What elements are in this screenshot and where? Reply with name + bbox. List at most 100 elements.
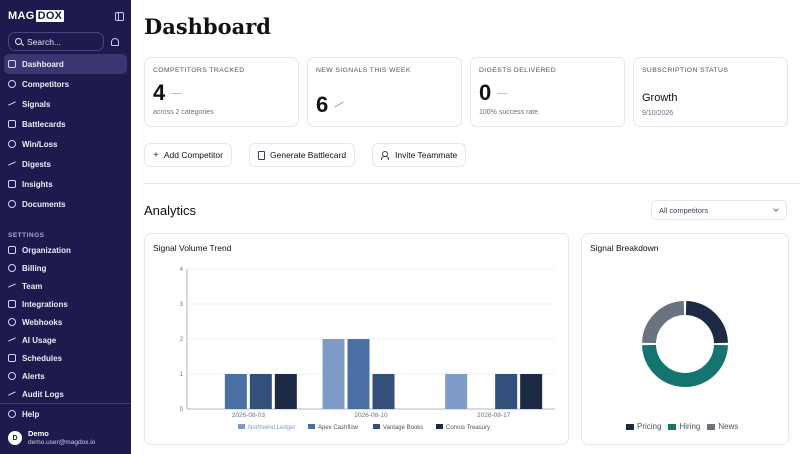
legend-swatch (707, 423, 716, 430)
user-email: demo.user@magdox.io (28, 439, 96, 446)
slice-news (642, 301, 685, 344)
sidebar-item-organization[interactable]: Organization (4, 241, 127, 259)
slice-hiring (642, 344, 728, 387)
legend-swatch (308, 424, 315, 429)
sidebar-item-schedules[interactable]: Schedules (4, 349, 127, 367)
subscription-plan: Growth (642, 92, 678, 104)
button-label: Generate Battlecard (270, 150, 347, 160)
users-icon (8, 282, 16, 290)
x-tick-label: 2026-08-17 (477, 412, 511, 419)
stat-number: 6 (316, 92, 329, 117)
subscription-date: 9/10/2026 (642, 110, 674, 117)
legend-swatch (373, 424, 380, 429)
sidebar-item-label: Documents (22, 199, 66, 209)
swords-icon (8, 120, 16, 128)
legend-item-pricing: Pricing (626, 422, 661, 431)
help-nav: Help (4, 404, 127, 424)
grid-icon (8, 60, 16, 68)
sidebar-item-digests[interactable]: Digests (4, 154, 127, 174)
y-tick-label: 1 (180, 372, 184, 378)
sidebar-item-audit-logs[interactable]: Audit Logs (4, 385, 127, 403)
add-competitor-button[interactable]: + Add Competitor (144, 143, 232, 167)
y-tick-label: 0 (180, 407, 184, 413)
stat-number: 4 (153, 80, 166, 105)
legend-swatch (436, 424, 443, 429)
clock-icon (8, 354, 16, 362)
sidebar-item-billing[interactable]: Billing (4, 259, 127, 277)
legend-label: Hiring (679, 422, 701, 431)
stat-card-subscription: SUBSCRIPTION STATUS Growth 9/10/2026 (633, 57, 788, 127)
stat-subtext: 100% success rate (479, 109, 539, 116)
stat-label: DIGESTS DELIVERED (479, 67, 557, 74)
sidebar-item-insights[interactable]: Insights (4, 174, 127, 194)
bar-northwind-ledger-2026-08-17 (445, 374, 468, 409)
slice-pricing (685, 301, 728, 344)
sidebar-item-dashboard[interactable]: Dashboard (4, 54, 127, 74)
stat-card-signals: NEW SIGNALS THIS WEEK 6 (307, 57, 462, 127)
notifications-bell-icon[interactable] (111, 37, 119, 46)
sidebar-item-label: AI Usage (22, 335, 57, 345)
plus-icon: + (153, 149, 159, 161)
bar-apex-cashflow-2026-08-10 (347, 339, 370, 409)
logo-text-a: MAG (8, 10, 35, 22)
legend-swatch (626, 423, 634, 430)
legend-label: News (718, 422, 739, 431)
generate-battlecard-button[interactable]: Generate Battlecard (249, 143, 356, 167)
user-name: Demo (28, 429, 49, 438)
document-icon (258, 150, 265, 160)
sidebar-item-integrations[interactable]: Integrations (4, 295, 127, 313)
sidebar-item-label: Signals (22, 99, 51, 109)
sidebar-item-competitors[interactable]: Competitors (4, 74, 127, 94)
main-nav: Dashboard Competitors Signals Battlecards Wi… (4, 54, 127, 214)
user-profile[interactable]: D Demo demo.user@magdox.io (8, 429, 95, 447)
sidebar-item-ai-usage[interactable]: AI Usage (4, 331, 127, 349)
sidebar-item-battlecards[interactable]: Battlecards (4, 114, 127, 134)
trend-icon (8, 180, 16, 188)
trend-up-icon (334, 102, 344, 108)
legend-item-hiring: Hiring (668, 422, 700, 431)
radio-icon (8, 100, 16, 108)
signal-breakdown-card: Signal Breakdown Pricing Hiring News (581, 233, 789, 445)
competitor-filter-select[interactable]: All competitors (651, 200, 787, 220)
select-value: All competitors (659, 205, 709, 215)
search-row: Search... (8, 32, 124, 51)
search-input[interactable]: Search... (8, 32, 104, 51)
sidebar-item-label: Webhooks (22, 317, 63, 327)
sidebar-item-signals[interactable]: Signals (4, 94, 127, 114)
sidebar-item-label: Insights (22, 179, 53, 189)
legend-label: Apex Cashflow (318, 425, 359, 431)
y-tick-label: 3 (180, 302, 184, 308)
logo[interactable]: MAG DOX (8, 10, 65, 22)
building-icon (8, 246, 16, 254)
sidebar-item-webhooks[interactable]: Webhooks (4, 313, 127, 331)
dash-icon: — (497, 87, 508, 99)
button-label: Add Competitor (163, 150, 223, 160)
sidebar-item-help[interactable]: Help (4, 404, 127, 424)
settings-nav: Organization Billing Team Integrations Webho… (4, 241, 127, 403)
analytics-title: Analytics (144, 203, 197, 218)
sidebar-item-team[interactable]: Team (4, 277, 127, 295)
sidebar-item-label: Team (22, 281, 43, 291)
sidebar-item-label: Battlecards (22, 119, 66, 129)
invite-teammate-button[interactable]: Invite Teammate (372, 143, 467, 167)
sidebar: MAG DOX Search... Dashboard Competitors Sig… (0, 0, 131, 454)
stat-value: 6 (316, 92, 344, 118)
bar-apex-cashflow-2026-08-03 (224, 374, 247, 409)
sidebar-collapse-icon[interactable] (115, 11, 124, 21)
chart-title: Signal Volume Trend (153, 243, 232, 253)
sidebar-item-documents[interactable]: Documents (4, 194, 127, 214)
search-icon (15, 38, 22, 45)
bell-icon (8, 372, 16, 380)
card-icon (8, 264, 16, 272)
sidebar-item-label: Dashboard (22, 59, 64, 69)
legend-label: Northwind Ledger (248, 425, 295, 431)
sparkle-icon (8, 336, 16, 344)
sidebar-item-alerts[interactable]: Alerts (4, 367, 127, 385)
y-tick-label: 4 (180, 267, 184, 273)
bar-northwind-ledger-2026-08-10 (322, 339, 345, 409)
legend-label: Vantage Books (383, 425, 423, 431)
sidebar-item-win-loss[interactable]: Win/Loss (4, 134, 127, 154)
user-plus-icon (381, 150, 390, 160)
logo-row: MAG DOX (8, 8, 124, 24)
sidebar-item-label: Billing (22, 263, 47, 273)
